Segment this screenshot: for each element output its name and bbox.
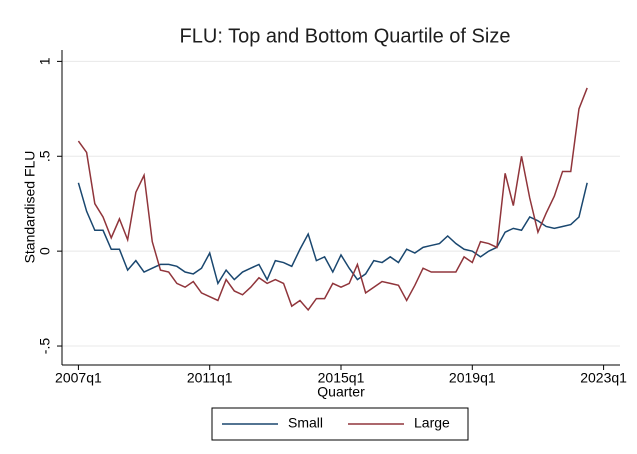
x-tick-label: 2019q1 xyxy=(449,370,496,386)
y-tick-label: 1 xyxy=(37,57,53,65)
x-tick-label: 2011q1 xyxy=(187,370,233,386)
y-axis-title: Standardised FLU xyxy=(22,151,38,264)
y-tick-label: -.5 xyxy=(37,338,53,355)
legend-label: Large xyxy=(414,415,450,431)
x-axis-title: Quarter xyxy=(317,384,365,400)
x-tick-label: 2023q1 xyxy=(580,370,627,386)
legend-label: Small xyxy=(288,415,323,431)
x-tick-label: 2007q1 xyxy=(55,370,102,386)
x-tick-label: 2015q1 xyxy=(318,370,365,386)
y-tick-label: 0 xyxy=(37,247,53,255)
y-tick-label: .5 xyxy=(37,150,53,162)
chart-title: FLU: Top and Bottom Quartile of Size xyxy=(180,25,511,47)
line-series xyxy=(77,87,588,312)
line-series xyxy=(77,182,588,286)
